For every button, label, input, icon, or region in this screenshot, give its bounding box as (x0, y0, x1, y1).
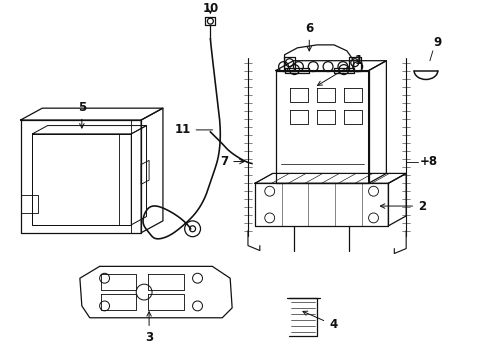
Text: 9: 9 (434, 36, 442, 49)
Text: +8: +8 (420, 155, 438, 168)
Text: 11: 11 (174, 123, 213, 136)
Text: 2: 2 (380, 199, 426, 212)
Text: 7: 7 (220, 155, 244, 168)
Text: 4: 4 (303, 311, 337, 331)
Text: 3: 3 (145, 312, 153, 344)
Text: 6: 6 (305, 22, 314, 51)
Text: 1: 1 (318, 54, 363, 85)
Text: 5: 5 (78, 101, 86, 128)
Text: 10: 10 (202, 2, 219, 15)
